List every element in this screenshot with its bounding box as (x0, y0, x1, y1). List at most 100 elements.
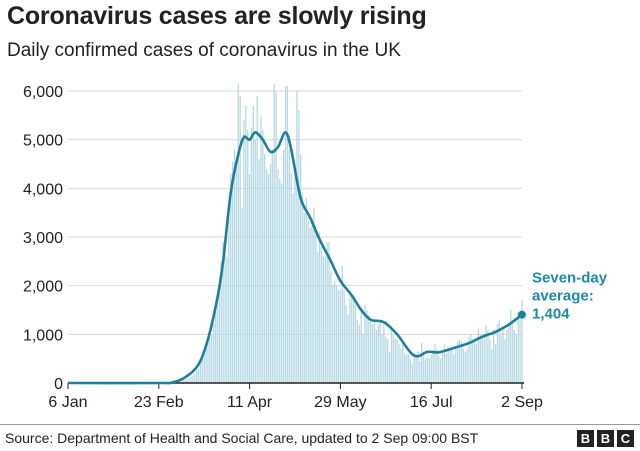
daily-bar (226, 256, 227, 383)
daily-bar (255, 140, 256, 383)
daily-bar (514, 329, 515, 383)
daily-bar (238, 84, 239, 383)
daily-bar (419, 361, 420, 383)
daily-bar (512, 320, 513, 383)
daily-bar (434, 344, 435, 383)
daily-bar (357, 320, 358, 383)
daily-bar (355, 305, 356, 383)
daily-bar (472, 339, 473, 383)
daily-bar (391, 329, 392, 383)
daily-bar (425, 359, 426, 383)
daily-cases-bars (96, 84, 523, 383)
daily-bar (376, 329, 377, 383)
daily-bar (501, 334, 502, 383)
daily-bar (209, 337, 210, 383)
daily-bar (480, 334, 481, 383)
daily-bar (491, 349, 492, 383)
daily-bar (485, 325, 486, 383)
y-tick-label: 2,000 (23, 279, 63, 296)
daily-bar (323, 256, 324, 383)
daily-bar (239, 96, 240, 383)
daily-bar (245, 106, 246, 383)
daily-bar (370, 320, 371, 383)
daily-bar (340, 291, 341, 383)
daily-bar (328, 242, 329, 383)
daily-bar (432, 350, 433, 383)
daily-bar (277, 169, 278, 383)
daily-bar (247, 130, 248, 383)
daily-bar (406, 355, 407, 383)
daily-bar (502, 329, 503, 383)
daily-bar (317, 252, 318, 383)
daily-bar (243, 120, 244, 383)
daily-bar (332, 286, 333, 383)
daily-bar (429, 359, 430, 383)
daily-bar (461, 342, 462, 383)
daily-bar (262, 130, 263, 383)
daily-bar (518, 312, 519, 383)
y-tick-label: 3,000 (23, 230, 63, 247)
x-tick-label: 23 Feb (134, 394, 184, 411)
source-text: Source: Department of Health and Social … (5, 430, 478, 446)
daily-bar (292, 193, 293, 383)
daily-bar (366, 310, 367, 383)
y-tick-label: 5,000 (23, 133, 63, 150)
daily-bar (281, 183, 282, 383)
daily-bar (311, 218, 312, 383)
daily-bar (289, 149, 290, 383)
daily-bar (516, 334, 517, 383)
daily-bar (257, 96, 258, 383)
daily-bar (327, 242, 328, 383)
daily-bar (404, 354, 405, 383)
daily-bar (330, 271, 331, 383)
daily-bar (465, 352, 466, 383)
daily-bar (453, 354, 454, 383)
daily-bar (389, 351, 390, 383)
daily-bar (474, 342, 475, 383)
daily-bar (351, 295, 352, 383)
daily-bar (372, 325, 373, 383)
daily-bar (251, 128, 252, 384)
daily-bar (258, 159, 259, 383)
daily-bar (421, 343, 422, 383)
daily-bar (448, 347, 449, 384)
daily-bar (315, 232, 316, 383)
daily-bar (275, 91, 276, 383)
daily-bar (476, 344, 477, 383)
daily-bar (508, 325, 509, 383)
x-tick-label: 6 Jan (48, 394, 87, 411)
daily-bar (268, 174, 269, 383)
daily-bar (211, 334, 212, 383)
daily-bar (313, 208, 314, 383)
daily-bar (427, 356, 428, 383)
daily-bar (493, 329, 494, 383)
daily-bar (334, 281, 335, 383)
daily-bar (374, 320, 375, 383)
bbc-logo-letter: C (617, 430, 634, 447)
daily-bar (347, 315, 348, 383)
daily-bar (368, 315, 369, 383)
daily-bar (349, 291, 350, 383)
annotation-text: Seven-day (532, 270, 608, 287)
daily-bar (217, 297, 218, 383)
daily-bar (487, 329, 488, 383)
y-tick-label: 6,000 (23, 84, 63, 101)
daily-bar (264, 154, 265, 383)
daily-bar (449, 349, 450, 383)
daily-bar (353, 300, 354, 383)
daily-bar (510, 310, 511, 383)
daily-bar (506, 329, 507, 383)
daily-bar (202, 357, 203, 383)
daily-bar (302, 193, 303, 383)
daily-bar (412, 364, 413, 383)
daily-bar (438, 356, 439, 383)
daily-bar (393, 334, 394, 383)
daily-bar (395, 339, 396, 383)
daily-bar (497, 325, 498, 383)
daily-bar (196, 371, 197, 383)
y-tick-label: 1,000 (23, 327, 63, 344)
daily-bar (294, 169, 295, 383)
daily-bar (463, 349, 464, 383)
daily-bar (440, 359, 441, 383)
